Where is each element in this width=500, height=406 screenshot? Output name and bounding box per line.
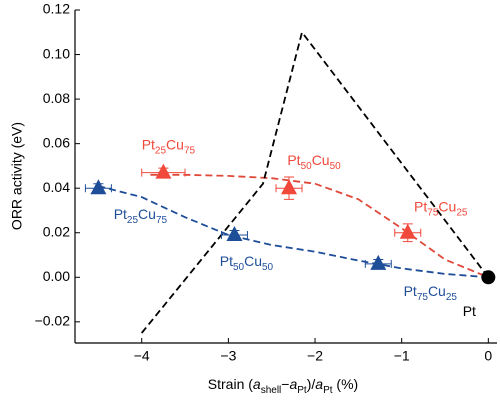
y-tick-label: 0.00 [43, 268, 70, 284]
x-axis-label-part: shell [261, 385, 282, 396]
point [155, 163, 172, 179]
y-axis-label: ORR activity (eV) [9, 122, 25, 230]
reference-label: Pt [463, 303, 476, 319]
y-tick-label: 0.10 [43, 45, 70, 61]
x-axis-label-part: Pt [297, 385, 307, 396]
x-axis-label-part: − [281, 376, 289, 392]
x-axis-label-part: a [289, 376, 297, 392]
x-axis-label-part: )/ [307, 376, 316, 392]
trend-curve [150, 173, 489, 279]
y-tick-label: 0.12 [43, 1, 70, 17]
y-tick-label: 0.06 [43, 134, 70, 150]
x-axis-label: Strain (ashell−aPt)/aPt (%) [208, 376, 358, 396]
trend-curve [98, 185, 489, 279]
x-tick-label: 0 [484, 348, 492, 364]
x-axis-label-part: Pt [323, 385, 333, 396]
x-tick-label: −3 [220, 348, 236, 364]
point [281, 179, 298, 195]
y-tick-label: 0.08 [43, 90, 70, 106]
point [399, 223, 416, 239]
x-tick-label: −2 [307, 348, 323, 364]
point [370, 254, 387, 270]
point [226, 225, 243, 241]
x-axis-label-part: a [315, 376, 323, 392]
point [90, 179, 107, 195]
point-label: Pt50Cu50 [220, 253, 274, 273]
point-label: Pt25Cu75 [142, 136, 196, 156]
y-tick-label: 0.02 [43, 223, 70, 239]
reference-point [481, 270, 496, 285]
x-axis-label-part: (%) [333, 376, 359, 392]
y-tick-label: −0.02 [35, 313, 71, 329]
x-axis-label-part: a [253, 376, 261, 392]
x-tick-label: −1 [394, 348, 410, 364]
x-tick-label: −4 [134, 348, 150, 364]
point-label: Pt50Cu50 [287, 152, 341, 172]
point-label: Pt75Cu25 [414, 198, 468, 218]
y-tick-label: 0.04 [43, 179, 70, 195]
trend-curve [141, 30, 490, 334]
x-axis-label-part: Strain ( [208, 376, 253, 392]
point-label: Pt25Cu75 [114, 206, 168, 226]
point-label: Pt75Cu25 [404, 283, 458, 303]
